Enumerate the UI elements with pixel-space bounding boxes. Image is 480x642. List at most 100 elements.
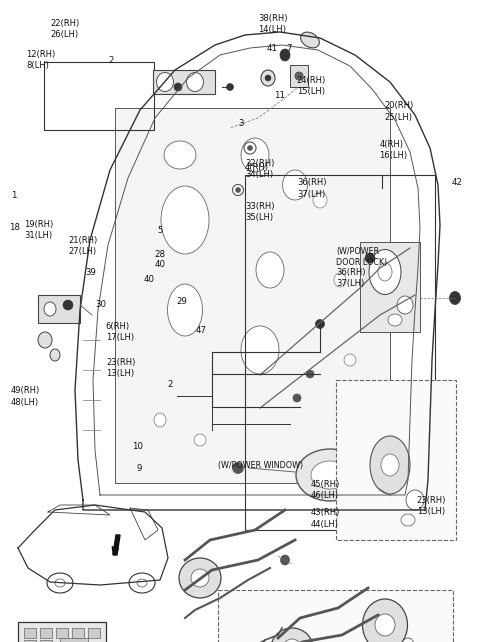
Text: 36(RH)
37(LH): 36(RH) 37(LH)	[336, 268, 365, 288]
Ellipse shape	[38, 332, 52, 348]
Ellipse shape	[295, 72, 303, 80]
Ellipse shape	[449, 291, 460, 304]
Polygon shape	[113, 535, 120, 555]
Ellipse shape	[311, 461, 349, 489]
Text: 4(RH): 4(RH)	[245, 163, 269, 172]
Ellipse shape	[283, 170, 308, 200]
Ellipse shape	[394, 485, 403, 496]
Ellipse shape	[362, 599, 408, 642]
Text: 7: 7	[287, 44, 292, 53]
Text: (W/POWER
DOOR LOCK): (W/POWER DOOR LOCK)	[336, 247, 387, 267]
Ellipse shape	[370, 436, 410, 494]
Text: 47: 47	[196, 326, 207, 335]
Text: 11: 11	[274, 91, 285, 100]
Ellipse shape	[191, 569, 209, 587]
Ellipse shape	[397, 296, 413, 314]
Ellipse shape	[129, 573, 155, 593]
Ellipse shape	[187, 73, 204, 92]
Bar	[44, 62, 154, 130]
Bar	[153, 70, 215, 94]
Ellipse shape	[55, 579, 65, 587]
Ellipse shape	[265, 75, 271, 81]
Ellipse shape	[248, 146, 252, 150]
Ellipse shape	[232, 462, 243, 474]
Text: 22(RH)
26(LH): 22(RH) 26(LH)	[50, 19, 80, 39]
Text: 38(RH)
14(LH): 38(RH) 14(LH)	[258, 14, 288, 34]
Text: 40: 40	[155, 260, 166, 269]
Bar	[245, 175, 435, 530]
Text: 45(RH)
46(LH): 45(RH) 46(LH)	[311, 480, 340, 500]
Ellipse shape	[236, 187, 240, 193]
Ellipse shape	[388, 314, 402, 326]
Text: 49(RH)
48(LH): 49(RH) 48(LH)	[11, 386, 40, 406]
Ellipse shape	[179, 558, 221, 598]
Text: 19(RH)
31(LH): 19(RH) 31(LH)	[24, 220, 53, 239]
Bar	[218, 590, 453, 642]
Text: 32(RH)
34(LH): 32(RH) 34(LH)	[245, 159, 274, 179]
Ellipse shape	[280, 555, 289, 565]
Text: 33(RH)
35(LH): 33(RH) 35(LH)	[245, 202, 274, 222]
Ellipse shape	[50, 349, 60, 361]
Text: (W/POWER WINDOW): (W/POWER WINDOW)	[218, 461, 303, 470]
Bar	[336, 380, 456, 540]
Bar	[38, 295, 80, 323]
Text: 23(RH)
13(LH): 23(RH) 13(LH)	[417, 496, 446, 516]
Ellipse shape	[275, 620, 289, 632]
Bar	[72, 628, 84, 638]
Text: 20(RH)
25(LH): 20(RH) 25(LH)	[384, 101, 413, 121]
Text: 2: 2	[108, 56, 113, 65]
Ellipse shape	[194, 434, 206, 446]
Ellipse shape	[244, 142, 256, 154]
Text: 6(RH)
17(LH): 6(RH) 17(LH)	[106, 322, 134, 342]
Bar	[56, 628, 68, 638]
Ellipse shape	[241, 138, 269, 172]
Ellipse shape	[168, 284, 203, 336]
Ellipse shape	[401, 514, 415, 526]
Bar	[115, 108, 390, 483]
Ellipse shape	[261, 70, 275, 86]
Ellipse shape	[375, 614, 395, 636]
Text: 39: 39	[85, 268, 96, 277]
Text: 3: 3	[239, 119, 244, 128]
Text: 30: 30	[95, 300, 106, 309]
Text: 4(RH)
16(LH): 4(RH) 16(LH)	[379, 140, 408, 160]
Text: 41: 41	[266, 44, 277, 53]
Text: 36(RH)
37(LH): 36(RH) 37(LH)	[298, 178, 327, 198]
Bar	[40, 640, 52, 642]
Ellipse shape	[44, 302, 56, 316]
Ellipse shape	[406, 490, 424, 510]
Ellipse shape	[381, 454, 399, 476]
Bar	[18, 622, 106, 642]
Ellipse shape	[365, 253, 375, 263]
Text: 1: 1	[11, 191, 16, 200]
Ellipse shape	[137, 579, 147, 587]
Ellipse shape	[232, 184, 243, 196]
Text: 24(RH)
15(LH): 24(RH) 15(LH)	[297, 76, 326, 96]
Ellipse shape	[241, 326, 279, 374]
Ellipse shape	[306, 370, 314, 378]
Ellipse shape	[164, 141, 196, 169]
Ellipse shape	[378, 263, 392, 281]
Ellipse shape	[256, 252, 284, 288]
Text: 23(RH)
13(LH): 23(RH) 13(LH)	[107, 358, 136, 378]
Text: 29: 29	[177, 297, 188, 306]
Ellipse shape	[174, 83, 182, 91]
Ellipse shape	[280, 49, 290, 61]
Ellipse shape	[296, 449, 364, 501]
Text: 28: 28	[155, 250, 166, 259]
Bar	[88, 628, 100, 638]
Ellipse shape	[344, 354, 356, 366]
Text: 18: 18	[9, 223, 20, 232]
Text: 9: 9	[137, 464, 142, 473]
Ellipse shape	[300, 32, 319, 48]
Bar	[290, 65, 308, 87]
Text: 21(RH)
27(LH): 21(RH) 27(LH)	[68, 236, 97, 256]
Ellipse shape	[154, 413, 166, 427]
Text: 10: 10	[132, 442, 143, 451]
Ellipse shape	[227, 83, 233, 91]
Ellipse shape	[313, 192, 327, 208]
Ellipse shape	[402, 638, 414, 642]
Bar	[360, 242, 420, 332]
Ellipse shape	[156, 73, 173, 92]
Text: 5: 5	[157, 226, 163, 235]
